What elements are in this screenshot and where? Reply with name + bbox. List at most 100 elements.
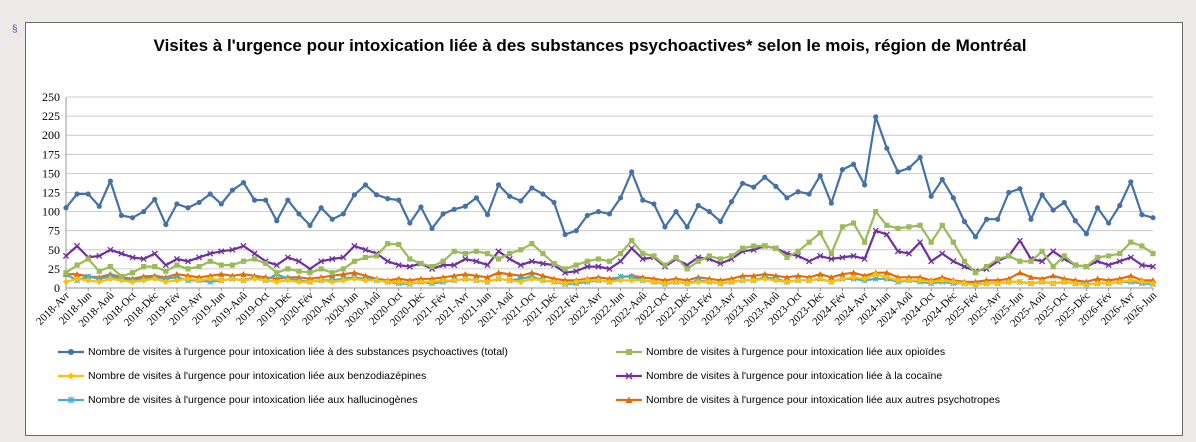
data-point [85, 256, 91, 262]
data-point [285, 266, 291, 272]
data-point [817, 230, 823, 236]
data-point [817, 271, 824, 277]
data-point [340, 211, 346, 217]
data-point [173, 277, 181, 284]
data-point [939, 222, 945, 228]
data-point [96, 252, 103, 259]
data-point [1028, 258, 1034, 264]
data-point [63, 270, 69, 276]
data-point [917, 154, 923, 160]
data-point [917, 222, 923, 228]
data-point [695, 278, 702, 286]
data-point [295, 258, 302, 265]
data-point [96, 278, 103, 286]
data-point [162, 278, 170, 286]
data-point [207, 258, 213, 264]
data-point [118, 212, 125, 219]
data-point [995, 216, 1001, 222]
data-point [351, 275, 358, 283]
y-tick-label: 50 [48, 243, 60, 257]
data-point [428, 275, 436, 282]
data-point [140, 277, 147, 284]
data-point [107, 178, 113, 184]
data-point [939, 274, 946, 280]
data-point [828, 278, 835, 286]
data-point [761, 275, 768, 283]
data-point [651, 201, 657, 207]
data-point [152, 196, 158, 202]
legend-label: Nombre de visites à l'urgence pour intox… [88, 394, 418, 406]
data-point [850, 252, 857, 259]
data-point [385, 196, 391, 202]
data-point [629, 238, 635, 244]
legend-item: Nombre de visites à l'urgence pour intox… [616, 346, 945, 358]
data-point [639, 277, 646, 284]
data-point [1072, 218, 1078, 224]
data-point [651, 253, 657, 259]
data-point [728, 278, 735, 286]
data-point [517, 278, 524, 286]
data-point [163, 221, 169, 228]
data-point [817, 252, 824, 259]
y-tick-label: 0 [54, 281, 60, 295]
data-point [728, 199, 735, 205]
data-point [595, 256, 602, 262]
data-point [317, 277, 325, 284]
y-tick-label: 225 [42, 109, 60, 123]
data-point [318, 205, 324, 211]
y-tick-label: 25 [48, 262, 60, 276]
data-point [340, 271, 347, 277]
data-point [917, 239, 924, 246]
data-point [184, 258, 192, 265]
data-point [1049, 280, 1057, 287]
data-point [539, 260, 547, 267]
data-point [839, 254, 846, 261]
data-point [1094, 205, 1101, 211]
data-point [861, 272, 868, 279]
data-point [1139, 212, 1145, 218]
data-point [429, 264, 435, 270]
data-point [573, 228, 579, 234]
data-point [672, 278, 680, 286]
data-point [473, 258, 480, 265]
legend-marker [616, 372, 642, 380]
data-point [263, 260, 269, 267]
data-point [362, 246, 369, 253]
y-tick-label: 200 [42, 128, 60, 142]
data-point [428, 278, 436, 286]
data-point [1094, 280, 1101, 287]
data-point [129, 254, 136, 261]
data-point [384, 278, 391, 286]
data-point [318, 258, 325, 265]
data-point [950, 195, 956, 201]
data-point [717, 256, 724, 262]
data-point [595, 263, 602, 270]
data-point [1138, 262, 1145, 269]
data-point [207, 250, 214, 257]
data-point [828, 274, 835, 280]
data-point [462, 251, 468, 257]
data-point [806, 258, 813, 265]
data-point [706, 253, 712, 259]
data-point [817, 275, 824, 283]
data-point [1050, 248, 1057, 255]
data-point [862, 182, 868, 188]
data-point [828, 200, 834, 206]
data-point [62, 278, 70, 286]
legend-marker [616, 349, 642, 356]
data-point [407, 220, 413, 226]
data-point [340, 266, 346, 272]
data-point [495, 275, 502, 283]
data-point [141, 209, 147, 215]
data-point [1049, 272, 1057, 279]
data-point [451, 262, 458, 269]
data-point [850, 220, 857, 226]
y-tick-label: 75 [48, 224, 60, 238]
data-point [773, 245, 779, 251]
data-point [240, 179, 247, 186]
data-point [717, 280, 724, 287]
data-point [207, 191, 213, 197]
data-point [184, 275, 192, 283]
data-point [773, 183, 779, 189]
data-point [163, 268, 169, 274]
